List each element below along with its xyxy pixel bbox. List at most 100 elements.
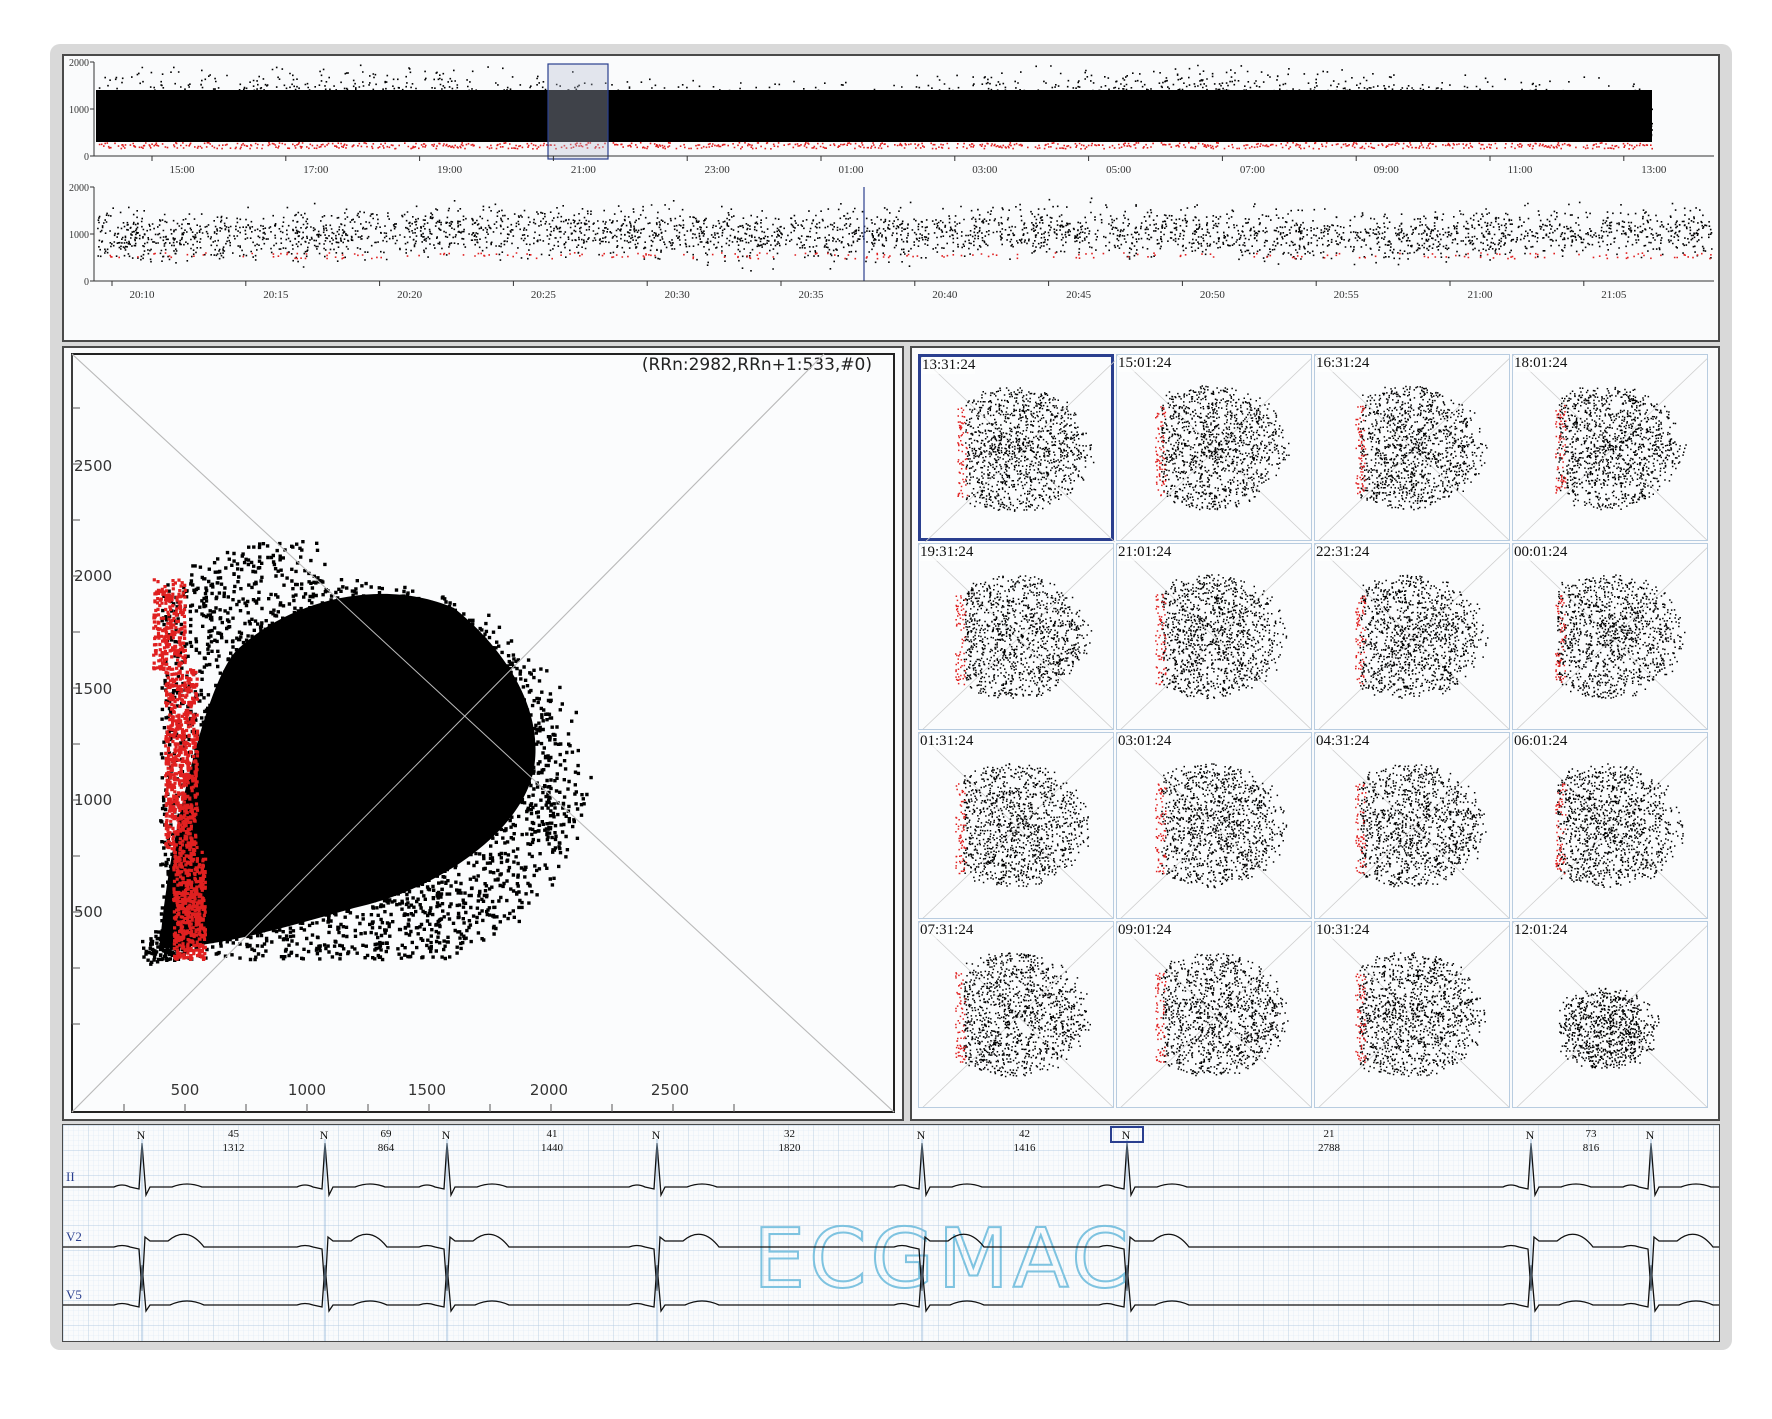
- scatter-tile-time: 15:01:24: [1118, 355, 1172, 372]
- selected-beat-box[interactable]: [1110, 1126, 1144, 1143]
- rr-interval-value: 864: [378, 1142, 395, 1154]
- trend-y-tick: 0: [84, 152, 89, 163]
- scatter-readout: (RRn:2982,RRn+1:533,#0): [642, 355, 872, 375]
- scatter-tile-time: 13:31:24: [922, 357, 976, 374]
- trend-x-tick: 20:45: [1066, 289, 1092, 301]
- rr-trend-24h[interactable]: [96, 63, 1653, 160]
- trend-y-tick: 2000: [69, 183, 89, 194]
- scatter-tile[interactable]: 18:01:24: [1512, 354, 1708, 541]
- ecg-trace-v2: [63, 1233, 1719, 1292]
- beat-label[interactable]: N: [917, 1128, 926, 1142]
- beat-label[interactable]: N: [1646, 1128, 1655, 1142]
- scatter-tile[interactable]: 13:31:24: [918, 354, 1115, 542]
- trend-selection-window[interactable]: [547, 63, 609, 160]
- ecg-lead-label: V2: [66, 1229, 82, 1244]
- scatter-tile[interactable]: 04:31:24: [1314, 732, 1510, 919]
- heart-rate-value: 42: [1019, 1128, 1030, 1140]
- rr-interval-value: 2788: [1318, 1142, 1341, 1154]
- rr-trend-panel: 2000 1000 0 15:00 17:00 19:00 21:00 23:00 01:00 0…: [62, 54, 1720, 342]
- trend-x-tick: 20:55: [1334, 289, 1360, 301]
- scatter-tile-time: 21:01:24: [1118, 544, 1172, 561]
- ecgmac-watermark: ECGMAC: [753, 1212, 1132, 1307]
- trend-x-tick: 11:00: [1508, 164, 1533, 176]
- ecg-traces[interactable]: [63, 1139, 1719, 1341]
- trend-x-tick: 20:20: [397, 289, 423, 301]
- trend-x-tick: 20:35: [798, 289, 824, 301]
- scatter-tile[interactable]: 07:31:24: [918, 921, 1114, 1108]
- scatter-tile-time: 07:31:24: [920, 922, 974, 939]
- scatter-x-tick: 2500: [651, 1081, 689, 1099]
- trend-x-tick: 03:00: [972, 164, 998, 176]
- scatter-y-tick: 1500: [74, 680, 112, 698]
- scatter-tile[interactable]: 00:01:24: [1512, 543, 1708, 730]
- trend-y-tick: 1000: [69, 230, 89, 241]
- trend-x-tick: 13:00: [1641, 164, 1667, 176]
- scatter-tile[interactable]: 16:31:24: [1314, 354, 1510, 541]
- scatter-tile[interactable]: 03:01:24: [1116, 732, 1312, 919]
- scatter-y-tick: 500: [74, 903, 103, 921]
- scatter-tile-time: 09:01:24: [1118, 922, 1172, 939]
- beat-label[interactable]: N: [1122, 1128, 1131, 1142]
- ecg-lead-label: II: [66, 1169, 75, 1184]
- trend-x-tick: 21:05: [1601, 289, 1627, 301]
- scatter-tile-time: 01:31:24: [920, 733, 974, 750]
- rr-trend-zoom[interactable]: [97, 187, 1713, 281]
- trend-x-tick: 23:00: [705, 164, 731, 176]
- trend-y-tick: 2000: [69, 58, 89, 69]
- beat-label[interactable]: N: [137, 1128, 146, 1142]
- scatter-tile-time: 00:01:24: [1514, 544, 1568, 561]
- trend-x-tick: 20:15: [263, 289, 289, 301]
- trend-y-tick: 1000: [69, 105, 89, 116]
- scatter-tile-time: 19:31:24: [920, 544, 974, 561]
- heart-rate-value: 45: [228, 1128, 240, 1140]
- scatter-tile[interactable]: 21:01:24: [1116, 543, 1312, 730]
- scatter-tile[interactable]: 15:01:24: [1116, 354, 1312, 541]
- heart-rate-value: 73: [1586, 1128, 1598, 1140]
- scatter-tile-time: 16:31:24: [1316, 355, 1370, 372]
- heart-rate-value: 21: [1324, 1128, 1335, 1140]
- scatter-tile[interactable]: 06:01:24: [1512, 732, 1708, 919]
- beat-label[interactable]: N: [442, 1128, 451, 1142]
- scatter-tile-time: 10:31:24: [1316, 922, 1370, 939]
- trend-x-tick: 20:25: [531, 289, 557, 301]
- rr-interval-value: 816: [1583, 1142, 1600, 1154]
- scatter-tile-time: 12:01:24: [1514, 922, 1568, 939]
- rr-interval-value: 1440: [541, 1142, 564, 1154]
- lorenz-scatter-points[interactable]: [141, 540, 593, 966]
- trend-x-tick: 20:30: [665, 289, 691, 301]
- trend-x-tick: 01:00: [838, 164, 864, 176]
- trend-x-tick: 20:10: [129, 289, 155, 301]
- rr-interval-value: 1820: [779, 1142, 802, 1154]
- ecg-trace-ii: [63, 1142, 1719, 1198]
- scatter-tile[interactable]: 01:31:24: [918, 732, 1114, 919]
- trend-x-tick: 21:00: [1467, 289, 1493, 301]
- scatter-tile-time: 22:31:24: [1316, 544, 1370, 561]
- rr-interval-value: 1312: [223, 1142, 245, 1154]
- rr-interval-value: 1416: [1014, 1142, 1037, 1154]
- scatter-tile[interactable]: 19:31:24: [918, 543, 1114, 730]
- ecg-trace-v5: [63, 1264, 1719, 1313]
- scatter-tile[interactable]: 12:01:24: [1512, 921, 1708, 1108]
- heart-rate-value: 69: [381, 1128, 393, 1140]
- scatter-x-tick: 500: [171, 1081, 200, 1099]
- heart-rate-value: 32: [784, 1128, 795, 1140]
- scatter-tile[interactable]: 10:31:24: [1314, 921, 1510, 1108]
- scatter-y-tick: 2500: [74, 457, 112, 475]
- trend-x-tick: 21:00: [571, 164, 597, 176]
- scatter-tile-time: 06:01:24: [1514, 733, 1568, 750]
- scatter-tile[interactable]: 22:31:24: [1314, 543, 1510, 730]
- beat-label[interactable]: N: [320, 1128, 329, 1142]
- ecg-lead-label: V5: [66, 1287, 82, 1302]
- trend-x-tick: 19:00: [437, 164, 463, 176]
- scatter-tile-time: 03:01:24: [1118, 733, 1172, 750]
- ecg-strip-panel: ECGMAC II V2 V5 N N N N N N N N 45 1312 69 864 41 1440 32…: [62, 1124, 1720, 1342]
- scatter-x-tick: 1000: [288, 1081, 326, 1099]
- scatter-tile[interactable]: 09:01:24: [1116, 921, 1312, 1108]
- trend-x-tick: 15:00: [169, 164, 195, 176]
- scatter-tile-time: 18:01:24: [1514, 355, 1568, 372]
- trend-x-tick: 20:40: [932, 289, 958, 301]
- beat-label[interactable]: N: [652, 1128, 661, 1142]
- heart-rate-value: 41: [547, 1128, 558, 1140]
- beat-label[interactable]: N: [1526, 1128, 1535, 1142]
- trend-x-tick: 17:00: [303, 164, 329, 176]
